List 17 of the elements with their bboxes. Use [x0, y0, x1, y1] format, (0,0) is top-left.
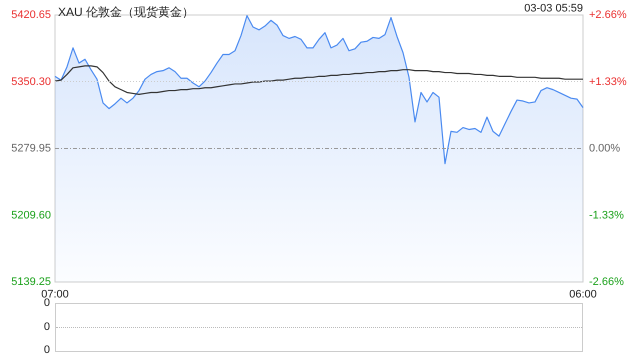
y-tick-label: 5139.25 — [11, 276, 51, 288]
y2-tick-label: -1.33% — [589, 209, 624, 222]
y2-tick-label: -2.66% — [589, 276, 624, 288]
y2-tick-label: 0.00% — [589, 142, 620, 154]
text: 03-03 05:59 — [524, 2, 583, 14]
text: 0 — [44, 320, 50, 332]
y-tick-label: 5279.95 — [11, 142, 51, 154]
y-tick-label: 5209.60 — [11, 209, 51, 222]
x-tick-label: 06:00 — [569, 288, 597, 300]
chart-title: XAU 伦敦金（现货黄金） — [58, 5, 194, 19]
y-tick-label: 5350.30 — [11, 76, 51, 88]
y2-tick-label: +1.33% — [589, 76, 627, 88]
y-tick-label: 5420.65 — [11, 9, 51, 21]
y2-tick-label: +2.66% — [589, 9, 627, 21]
text: 0 — [44, 297, 50, 309]
text: 0 — [44, 344, 50, 356]
line-series — [54, 65, 584, 95]
